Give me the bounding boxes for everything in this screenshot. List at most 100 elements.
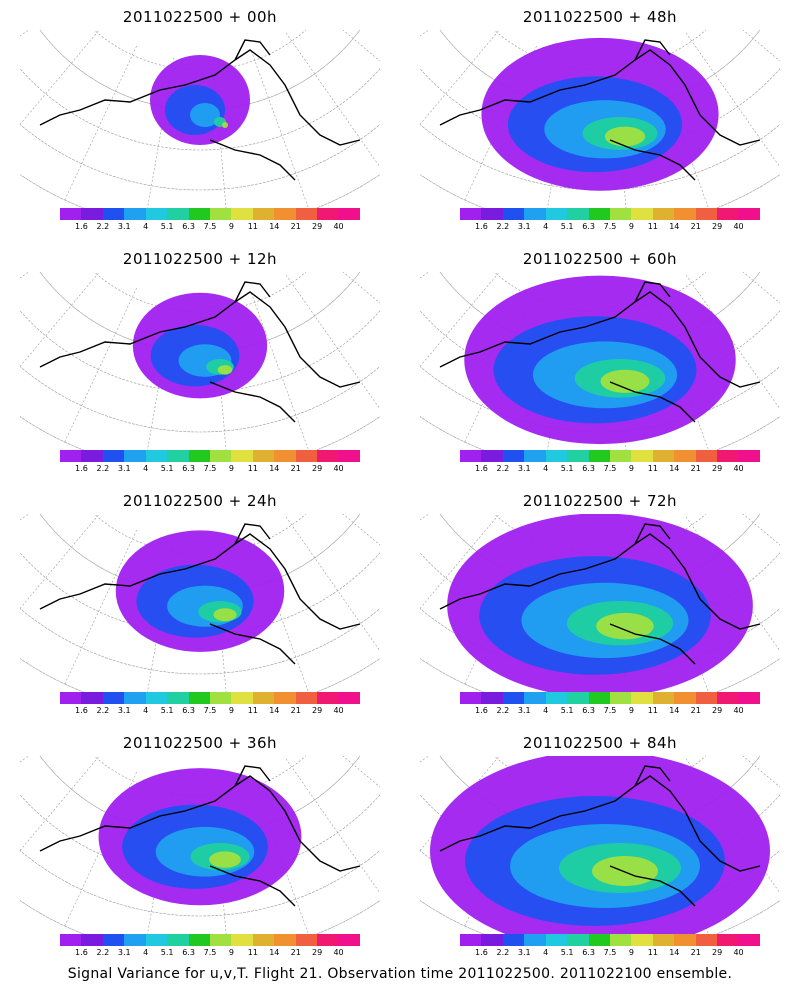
longitude-line [285,274,380,410]
variance-contour [222,122,228,128]
colorbar-tick-label: 4 [143,948,149,957]
polar-map [20,756,380,946]
colorbar-swatch [60,450,82,462]
colorbar-swatch [81,450,103,462]
colorbar-swatch [674,692,696,704]
latitude-line [20,310,380,393]
colorbar-tick-label: 2.2 [96,222,110,231]
colorbar-tick-label: 40 [733,222,744,231]
colorbar-swatch [674,450,696,462]
colorbar-tick-label: 6.3 [582,222,595,231]
colorbar-tick-label: 14 [669,464,680,473]
colorbar-swatch [524,450,546,462]
colorbar-swatch [209,692,232,704]
colorbar-swatch [502,692,525,704]
colorbar-tick-label: 7.5 [203,464,217,473]
colorbar-swatch [209,934,232,946]
longitude-line [20,756,100,851]
colorbar-tick-label: 2.2 [496,222,510,231]
colorbar-tick-label: 6.3 [582,706,595,715]
colorbar-tick-label: 11 [647,464,658,473]
variance-contour [190,103,220,127]
colorbar-tick-label: 7.5 [603,222,617,231]
colorbar-swatch [317,450,339,462]
colorbar-swatch [545,208,568,220]
colorbar-swatch [81,934,103,946]
colorbar-swatch [231,450,253,462]
colorbar-swatch [652,450,675,462]
colorbar-tick-label: 4 [143,464,149,473]
colorbar-swatch [209,450,232,462]
colorbar-tick-label: 11 [247,706,258,715]
colorbar-swatch [209,208,232,220]
colorbar-tick-label: 3.1 [517,464,531,473]
colorbar-swatch [717,934,739,946]
polar-map [420,514,780,704]
latitude-line [20,849,380,917]
colorbar-swatch [231,208,253,220]
latitude-line [20,552,380,635]
colorbar-swatch [524,692,546,704]
latitude-line [39,30,361,111]
colorbar-tick-label: 1.6 [75,464,88,473]
colorbar-tick-label: 29 [712,464,723,473]
colorbar-tick-label: 9 [228,948,234,957]
colorbar-tick-label: 1.6 [475,222,488,231]
colorbar-swatch [481,692,503,704]
colorbar-swatch [295,208,318,220]
colorbar [60,450,360,462]
colorbar-swatch [102,692,125,704]
colorbar-tick-label: 14 [269,222,280,231]
colorbar-swatch [588,934,610,946]
colorbar-swatch [188,208,210,220]
colorbar-tick-label: 6.3 [182,464,195,473]
colorbar-tick-label: 14 [269,706,280,715]
colorbar-swatch [124,450,146,462]
colorbar-tick-label: 5.1 [560,222,574,231]
longitude-line [251,50,310,211]
colorbar-tick-label: 11 [647,706,658,715]
colorbar-swatch [60,208,82,220]
variance-contour [596,612,654,640]
colorbar-swatch [102,934,125,946]
colorbar-swatch [252,934,275,946]
colorbar-ticks: 1.6 2.2 3.1 4 5.1 6.3 7.5 9 11 14 21 29 40 [60,948,360,960]
colorbar-tick-label: 2.2 [496,464,510,473]
colorbar-tick-label: 40 [733,464,744,473]
longitude-line [285,758,380,894]
colorbar-swatch [695,692,718,704]
colorbar-swatch [252,208,275,220]
colorbar-tick-label: 3.1 [117,222,131,231]
variance-contour [217,365,233,375]
longitude-line [20,756,30,763]
colorbar-tick-label: 6.3 [182,222,195,231]
latitude-line [20,68,380,151]
colorbar-swatch [252,450,275,462]
colorbar-swatch [609,934,632,946]
colorbar-tick-label: 7.5 [603,706,617,715]
colorbar-swatch [481,934,503,946]
colorbar-swatch [609,450,632,462]
longitude-line [342,272,380,304]
colorbar-tick-label: 29 [312,464,323,473]
colorbar-tick-label: 3.1 [117,706,131,715]
colorbar-swatch [460,692,482,704]
panel-title: 2011022500 + 36h [122,734,278,752]
colorbar-swatch [567,208,589,220]
colorbar [60,692,360,704]
forecast-panel: 2011022500 + 36h 1.6 2.2 3.1 4 5.1 6.3 7.5 9 11 14… [20,734,380,974]
colorbar-swatch [460,934,482,946]
colorbar-tick-label: 5.1 [160,948,174,957]
coastline [39,281,361,423]
colorbar-tick-label: 9 [628,948,634,957]
colorbar-tick-label: 2.2 [96,464,110,473]
colorbar-tick-label: 5.1 [560,706,574,715]
panel-title: 2011022500 + 72h [522,492,678,510]
longitude-line [342,756,380,788]
latitude-line [20,123,380,191]
colorbar-swatch [631,934,653,946]
polar-map [20,514,380,704]
longitude-line [342,514,380,546]
colorbar-swatch [231,692,253,704]
colorbar-tick-label: 29 [312,222,323,231]
